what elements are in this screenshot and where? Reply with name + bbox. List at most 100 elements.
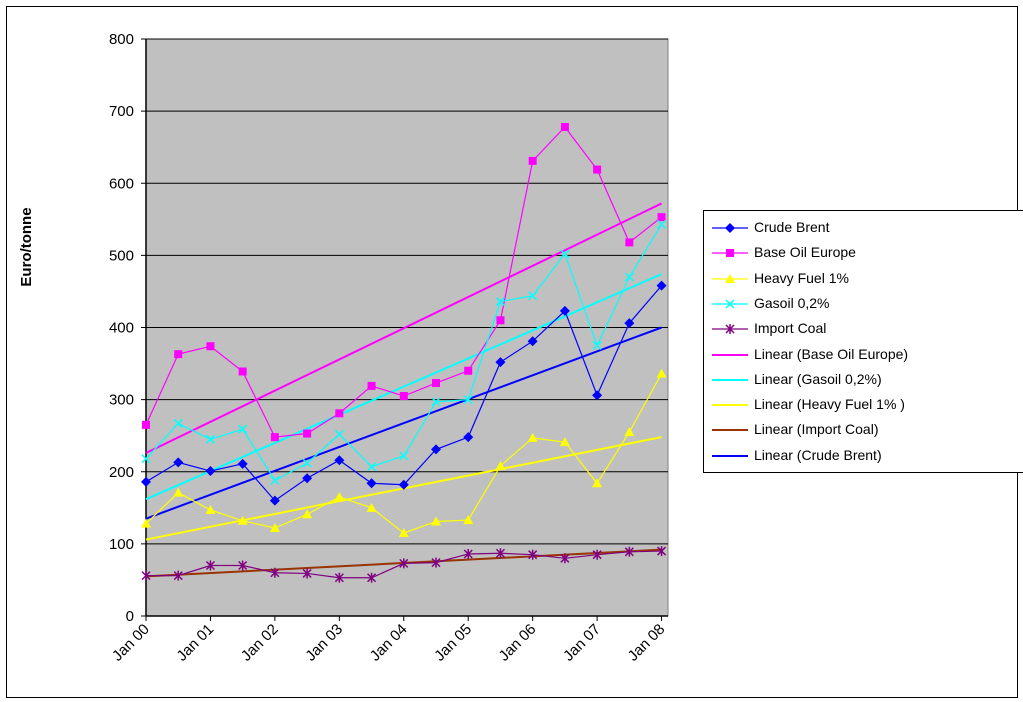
x-tick-label: Jan 02: [238, 621, 282, 665]
data-point: [142, 420, 150, 429]
data-point: [237, 515, 248, 525]
data-point: [205, 504, 216, 514]
data-point: [528, 549, 538, 560]
data-point: [270, 475, 280, 485]
data-point: [205, 466, 216, 477]
data-point: [431, 397, 441, 407]
legend-marker: [725, 299, 735, 309]
data-point: [335, 409, 344, 418]
data-point: [657, 213, 666, 222]
legend-label: Heavy Fuel 1%: [754, 269, 849, 286]
y-tick-label: 200: [109, 464, 134, 481]
series-group: [141, 280, 667, 506]
legend-item: Linear (Base Oil Europe): [704, 344, 1014, 366]
legend-swatch: [712, 273, 748, 283]
data-point: [527, 336, 538, 347]
legend-marker: [726, 249, 734, 258]
data-point: [141, 476, 151, 487]
legend-swatch: [712, 324, 748, 335]
data-point: [303, 429, 312, 438]
data-point: [656, 280, 667, 291]
y-tick-label: 0: [126, 608, 134, 625]
data-point: [463, 515, 474, 525]
data-point: [173, 457, 184, 468]
legend-label: Gasoil 0,2%: [754, 294, 830, 311]
data-point: [431, 444, 441, 455]
data-point: [205, 434, 215, 444]
data-point: [302, 458, 312, 468]
data-point: [624, 272, 634, 282]
data-point: [205, 560, 215, 571]
data-point: [432, 379, 440, 388]
data-point: [496, 316, 505, 325]
legend-item: Linear (Gasoil 0,2%): [704, 369, 1014, 391]
data-point: [237, 458, 248, 469]
series-group: [141, 219, 667, 485]
data-point: [495, 297, 505, 307]
data-point: [173, 570, 183, 581]
legend-swatch: [712, 404, 748, 407]
data-point: [173, 487, 184, 497]
data-point: [399, 451, 409, 461]
legend-label: Linear (Gasoil 0,2%): [754, 370, 882, 387]
series-group: [142, 122, 666, 442]
trendline: [145, 202, 662, 454]
x-tick-label: Jan 03: [302, 621, 346, 665]
data-point: [463, 395, 473, 405]
legend-marker: [725, 223, 735, 233]
legend-label: Crude Brent: [754, 219, 830, 235]
data-point: [367, 381, 376, 390]
series-group: [141, 546, 667, 583]
data-point: [238, 560, 248, 571]
data-point: [398, 479, 409, 490]
data-point: [206, 342, 215, 351]
y-tick-label: 700: [109, 103, 134, 120]
data-point: [464, 366, 473, 375]
legend-item: Base Oil Europe: [704, 242, 1014, 264]
data-point: [302, 568, 312, 579]
data-point: [657, 546, 667, 557]
data-point: [173, 418, 183, 428]
legend-swatch: [712, 223, 748, 233]
data-point: [656, 368, 667, 378]
legend-item: Import Coal: [704, 318, 1014, 340]
y-tick-label: 100: [109, 536, 134, 553]
data-point: [528, 156, 537, 165]
data-point: [624, 427, 635, 437]
x-tick-label: Jan 00: [109, 621, 153, 665]
data-point: [431, 516, 441, 526]
data-point: [495, 548, 505, 559]
legend-label: Base Oil Europe: [754, 244, 856, 261]
legend-marker: [725, 273, 735, 283]
x-tick-label: Jan 04: [367, 621, 411, 665]
data-point: [174, 350, 183, 359]
data-point: [141, 454, 151, 464]
legend-label: Linear (Heavy Fuel 1% ): [754, 396, 905, 413]
x-tick-label: Jan 07: [560, 621, 604, 665]
y-tick-label: 800: [109, 31, 134, 48]
data-point: [238, 424, 248, 434]
series-group: [141, 368, 667, 538]
data-point: [624, 546, 634, 557]
y-tick-label: 600: [109, 175, 134, 192]
x-tick-label: Jan 05: [431, 621, 475, 665]
legend-swatch: [712, 353, 748, 356]
legend: Crude Brent Base Oil Europe Heavy Fuel 1% G…: [703, 210, 1023, 473]
data-point: [592, 341, 602, 351]
x-tick-label: Jan 08: [625, 621, 669, 665]
x-tick-label: Jan 01: [173, 621, 217, 665]
data-point: [302, 509, 313, 519]
data-point: [366, 502, 377, 512]
x-tick-label: Jan 06: [496, 621, 540, 665]
legend-swatch: [712, 429, 748, 432]
legend-item: Heavy Fuel 1%: [704, 268, 1014, 290]
data-point: [334, 429, 344, 439]
data-point: [270, 567, 280, 578]
legend-item: Gasoil 0,2%: [704, 293, 1014, 315]
data-point: [593, 165, 602, 174]
data-point: [592, 549, 602, 560]
data-point: [334, 491, 345, 501]
data-point: [334, 455, 345, 466]
data-point: [495, 460, 506, 470]
